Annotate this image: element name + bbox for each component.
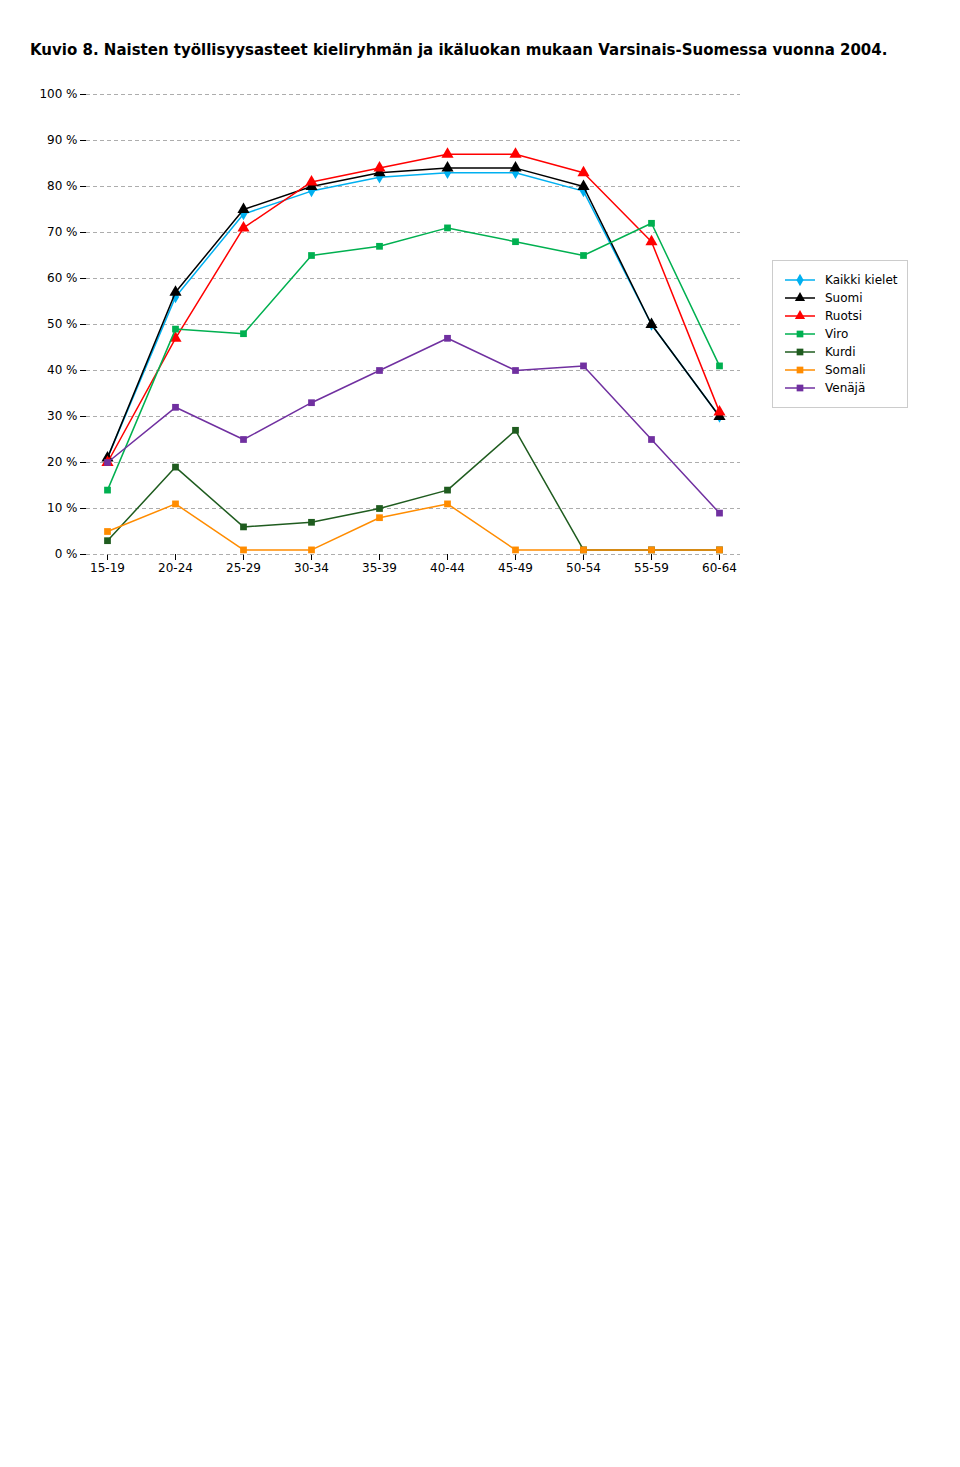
- svg-text:60 %: 60 %: [47, 272, 78, 286]
- svg-text:20-24: 20-24: [158, 561, 193, 575]
- svg-text:10 %: 10 %: [47, 502, 78, 516]
- svg-text:45-49: 45-49: [498, 561, 533, 575]
- html-text:Kaikki kielet: Kaikki kielet: [825, 273, 898, 288]
- html-text:Kurdi: Kurdi: [825, 345, 856, 360]
- html-text:Somali: Somali: [825, 363, 866, 378]
- html-text:Viro: Viro: [825, 327, 849, 342]
- html-text:Suomi: Suomi: [825, 291, 863, 306]
- svg-text:55-59: 55-59: [634, 561, 669, 575]
- svg-text:50 %: 50 %: [47, 318, 78, 332]
- svg-text:40-44: 40-44: [430, 561, 465, 575]
- svg-text:35-39: 35-39: [362, 561, 397, 575]
- svg-text:30-34: 30-34: [294, 561, 329, 575]
- html-text:Venäjä: Venäjä: [825, 381, 866, 396]
- svg-text:25-29: 25-29: [226, 561, 261, 575]
- svg-text:15-19: 15-19: [90, 561, 125, 575]
- svg-text:0 %: 0 %: [55, 548, 78, 562]
- svg-text:40 %: 40 %: [47, 364, 78, 378]
- svg-text:70 %: 70 %: [47, 226, 78, 240]
- svg-text:20 %: 20 %: [47, 456, 78, 470]
- svg-text:30 %: 30 %: [47, 410, 78, 424]
- svg-text:60-64: 60-64: [702, 561, 737, 575]
- svg-text:90 %: 90 %: [47, 134, 78, 148]
- html-text:Ruotsi: Ruotsi: [825, 309, 862, 324]
- svg-text:80 %: 80 %: [47, 180, 78, 194]
- svg-text:50-54: 50-54: [566, 561, 601, 575]
- svg-text:100 %: 100 %: [39, 88, 77, 102]
- html-text:Kuvio 8. Naisten työllisyysast: Kuvio 8. Naisten työllisyysasteet kielir…: [30, 41, 888, 59]
